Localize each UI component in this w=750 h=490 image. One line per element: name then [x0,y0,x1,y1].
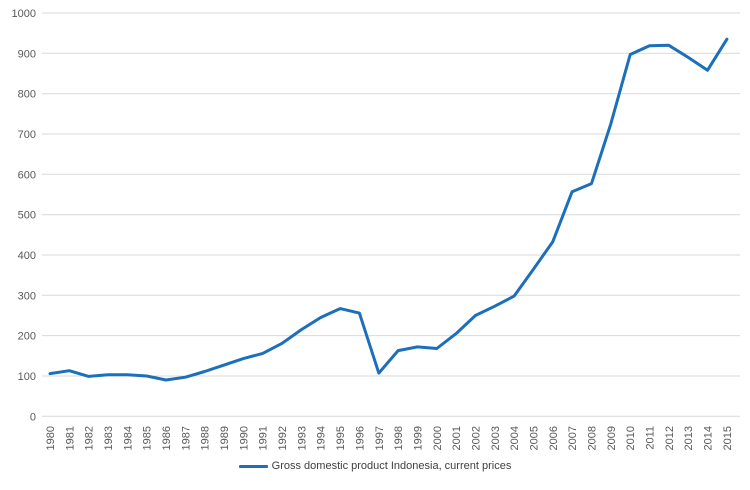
x-tick-label: 1998 [393,426,405,450]
x-tick-label: 1994 [316,426,328,450]
x-tick-label: 2010 [625,426,637,450]
x-tick-label: 2013 [683,426,695,450]
x-tick-label: 1999 [412,426,424,450]
y-tick-label: 500 [18,210,36,222]
y-tick-label: 300 [18,290,36,302]
legend-line-swatch [238,464,268,468]
y-tick-label: 200 [18,331,36,343]
x-tick-label: 1984 [122,426,134,450]
gridlines [42,12,740,417]
x-tick-label: 1992 [277,426,289,450]
y-tick-label: 600 [18,169,36,181]
y-tick-label: 100 [18,371,36,383]
y-tick-label: 900 [18,48,36,60]
x-tick-label: 2000 [432,426,444,450]
x-tick-label: 2003 [490,426,502,450]
x-tick-label: 2011 [645,426,657,450]
x-tick-label: 2006 [548,426,560,450]
gdp-series-line [48,37,729,382]
x-tick-label: 1993 [296,426,308,450]
y-tick-label: 800 [18,89,36,101]
x-tick-label: 1991 [258,426,270,450]
y-tick-label: 1000 [12,8,36,20]
x-tick-label: 2009 [606,426,618,450]
x-tick-label: 1996 [354,426,366,450]
x-tick-label: 1981 [64,426,76,450]
x-tick-label: 1989 [219,426,231,450]
y-tick-label: 400 [18,250,36,262]
x-tick-label: 1982 [84,426,96,450]
x-tick-label: 2007 [567,426,579,450]
x-tick-label: 1983 [103,426,115,450]
x-tick-label: 2012 [664,426,676,450]
x-tick-label: 1997 [374,426,386,450]
chart-plot-area: 0 100 200 300 400 500 600 700 800 900 1000 1980 1981… [12,8,740,450]
x-tick-label: 1988 [200,426,212,450]
x-tick-label: 2004 [509,426,521,450]
x-tick-label: 2014 [703,426,715,450]
x-tick-label: 2008 [587,426,599,450]
y-axis-labels: 0 100 200 300 400 500 600 700 800 900 1000 [12,8,36,423]
x-tick-label: 1985 [142,426,154,450]
x-tick-label: 2015 [722,426,734,450]
x-tick-label: 2002 [470,426,482,450]
x-tick-label: 2001 [451,426,463,450]
x-tick-label: 1980 [45,426,57,450]
y-tick-label: 700 [18,129,36,141]
x-tick-label: 1995 [335,426,347,450]
y-tick-label: 0 [30,411,36,423]
x-axis-labels: 1980 1981 1982 1983 1984 1985 1986 1987 1988 1989… [45,426,734,450]
x-tick-label: 2005 [529,426,541,450]
chart-legend: Gross domestic product Indonesia, curren… [0,459,750,473]
x-tick-label: 1987 [180,426,192,450]
x-tick-label: 1990 [238,426,250,450]
x-tick-label: 1986 [161,426,173,450]
legend-series-label: Gross domestic product Indonesia, curren… [271,460,512,472]
